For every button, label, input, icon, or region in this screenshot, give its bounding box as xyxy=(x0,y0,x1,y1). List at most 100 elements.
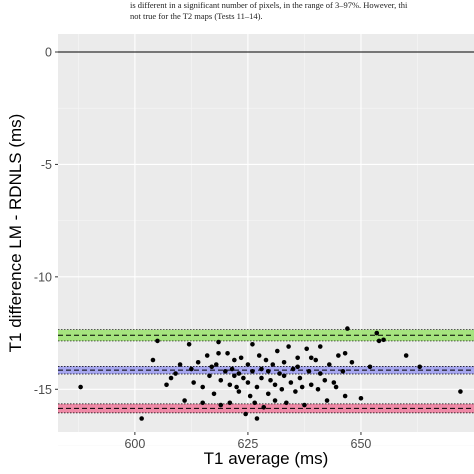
data-point xyxy=(306,368,312,374)
data-point xyxy=(284,400,289,406)
data-point xyxy=(281,373,287,379)
data-point xyxy=(295,364,300,370)
data-point xyxy=(245,362,251,367)
data-point xyxy=(232,357,237,363)
data-point xyxy=(279,386,285,392)
data-point xyxy=(349,359,355,365)
data-point xyxy=(265,391,271,397)
data-point xyxy=(286,344,291,349)
data-point xyxy=(374,330,380,336)
data-point xyxy=(345,326,350,331)
data-point xyxy=(173,371,178,376)
data-point xyxy=(288,380,294,385)
data-point xyxy=(252,400,257,406)
data-point xyxy=(265,368,271,374)
data-point xyxy=(304,346,309,352)
caption-line-1: is different in a significant number of … xyxy=(130,0,408,10)
data-point xyxy=(293,389,298,394)
data-point xyxy=(223,368,228,374)
data-point xyxy=(275,348,280,354)
data-point xyxy=(324,398,330,403)
data-point xyxy=(340,368,346,374)
data-point xyxy=(195,359,201,365)
data-point xyxy=(342,393,348,399)
data-point xyxy=(254,416,260,421)
data-point xyxy=(189,366,194,372)
data-point xyxy=(177,362,183,367)
data-point xyxy=(213,362,219,367)
data-point xyxy=(209,364,215,370)
data-point xyxy=(245,380,251,385)
data-point xyxy=(254,384,260,390)
data-point xyxy=(263,357,269,363)
data-point xyxy=(229,366,235,372)
data-point xyxy=(243,411,248,417)
data-point xyxy=(322,377,328,383)
data-point xyxy=(281,359,287,365)
data-point xyxy=(168,375,174,381)
data-point xyxy=(336,353,341,358)
y-tick-label: -10 xyxy=(34,270,52,284)
data-point xyxy=(191,380,196,385)
data-point xyxy=(308,382,314,388)
y-axis-title: T1 difference LM - RDNLS (ms) xyxy=(6,114,25,353)
data-point xyxy=(376,338,382,344)
data-point xyxy=(317,371,323,376)
data-point xyxy=(78,384,83,390)
agreement-bands xyxy=(58,329,474,414)
data-point xyxy=(200,400,205,406)
x-axis-title: T1 average (ms) xyxy=(204,449,329,468)
data-point xyxy=(295,355,300,361)
data-point xyxy=(417,364,423,370)
data-point xyxy=(200,384,205,390)
x-tick-label: 650 xyxy=(351,437,372,451)
caption-text: is different in a significant number of … xyxy=(130,0,470,21)
data-point xyxy=(234,384,239,390)
caption-line-2: not true for the T2 maps (Tests 11–14). xyxy=(130,10,263,21)
y-tick-label: -5 xyxy=(41,158,52,172)
data-point xyxy=(313,357,319,363)
data-point xyxy=(182,398,187,403)
data-point xyxy=(207,373,212,379)
data-point xyxy=(238,355,244,361)
data-point xyxy=(236,371,242,376)
data-point xyxy=(218,377,224,383)
data-point xyxy=(358,395,364,401)
data-point xyxy=(186,342,192,347)
data-point xyxy=(216,350,221,356)
y-axis-ticks: 0 -5 -10 -15 xyxy=(34,45,58,397)
data-point xyxy=(367,364,373,370)
data-point xyxy=(315,386,321,392)
data-point xyxy=(250,342,255,347)
data-point xyxy=(327,362,332,367)
data-points xyxy=(78,326,463,421)
data-point xyxy=(308,355,314,361)
data-point xyxy=(261,404,267,410)
x-tick-label: 625 xyxy=(237,437,258,451)
data-point xyxy=(259,375,264,381)
x-axis-ticks: 600 625 650 xyxy=(124,432,371,451)
data-point xyxy=(227,400,233,406)
data-point xyxy=(236,389,242,394)
y-tick-label: 0 xyxy=(45,45,52,59)
data-point xyxy=(458,389,463,394)
data-point xyxy=(232,373,237,379)
data-point xyxy=(381,337,386,343)
data-point xyxy=(227,382,233,388)
data-point xyxy=(204,353,210,358)
data-point xyxy=(268,377,273,383)
data-point xyxy=(302,402,307,408)
data-point xyxy=(403,353,409,358)
data-point xyxy=(216,339,221,345)
data-point xyxy=(225,350,230,356)
data-point xyxy=(290,366,296,372)
data-point xyxy=(277,371,282,376)
data-point xyxy=(218,402,224,408)
data-point xyxy=(272,398,278,403)
data-point xyxy=(155,338,160,344)
y-tick-label: -15 xyxy=(34,383,52,397)
plot-panel-background xyxy=(58,34,474,432)
data-point xyxy=(270,362,276,367)
data-point xyxy=(139,416,144,421)
